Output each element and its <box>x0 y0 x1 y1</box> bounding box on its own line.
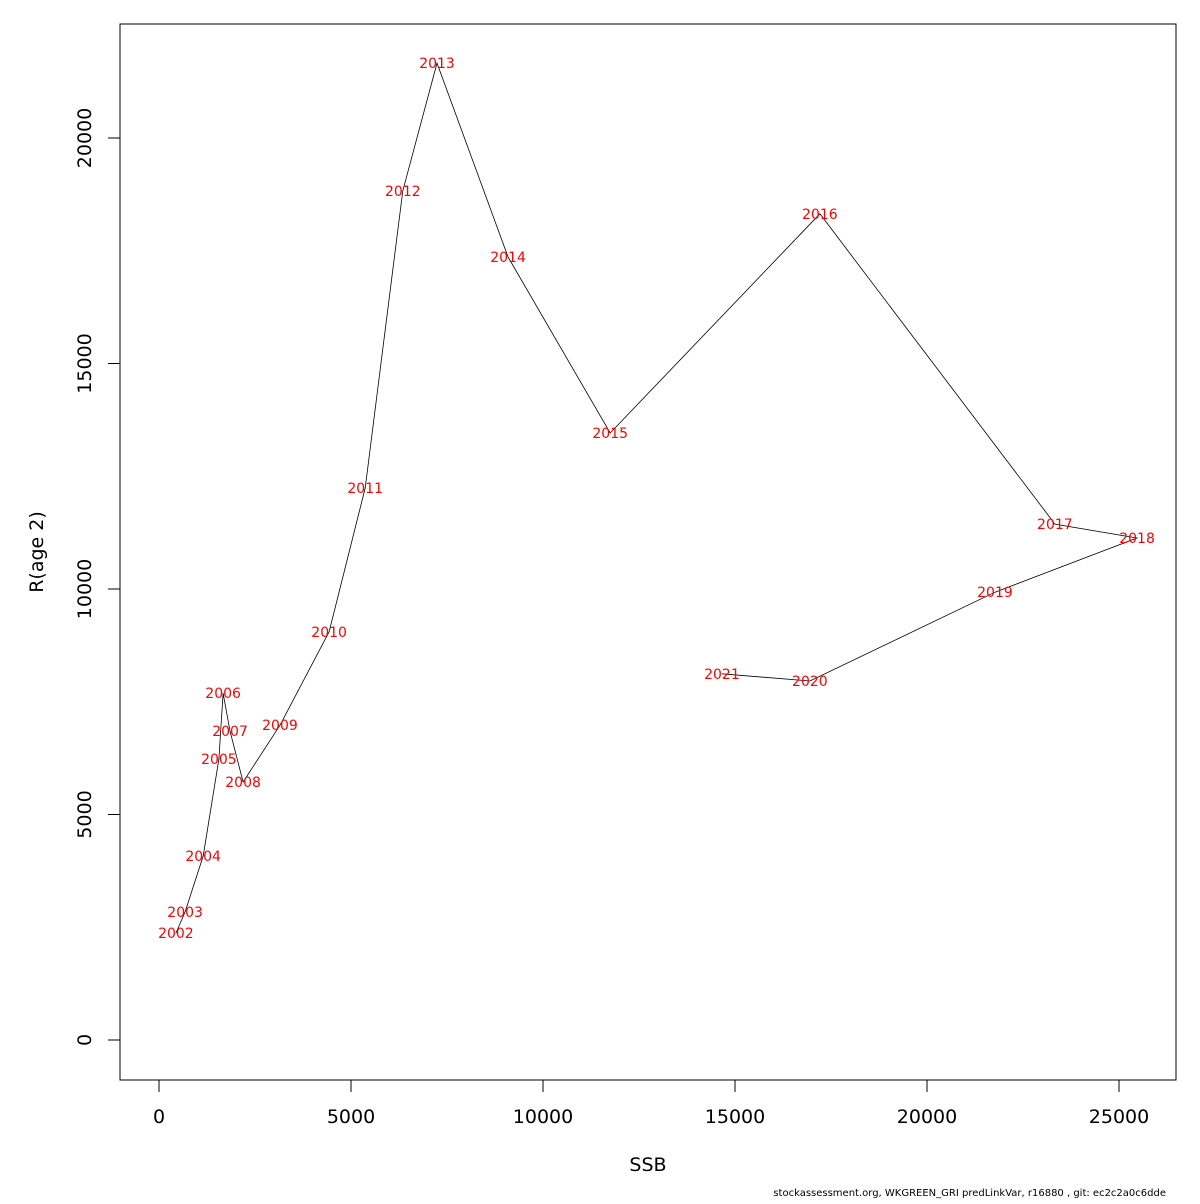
point-label-2013: 2013 <box>419 56 455 72</box>
y-tick-label: 5000 <box>74 790 96 838</box>
plot-frame <box>119 23 1177 1081</box>
y-tick-label: 20000 <box>74 108 96 168</box>
point-label-2006: 2006 <box>205 686 241 702</box>
x-tick-label: 0 <box>153 1106 165 1128</box>
point-label-2005: 2005 <box>201 752 237 768</box>
point-label-2009: 2009 <box>262 718 298 734</box>
x-tick-label: 20000 <box>897 1106 957 1128</box>
point-label-2021: 2021 <box>704 667 740 683</box>
y-axis-label: R(age 2) <box>26 511 48 593</box>
point-label-2017: 2017 <box>1037 517 1073 533</box>
point-label-2011: 2011 <box>347 481 383 497</box>
point-label-2018: 2018 <box>1119 531 1155 547</box>
x-tick-label: 25000 <box>1089 1106 1149 1128</box>
point-label-2007: 2007 <box>212 724 248 740</box>
point-label-2014: 2014 <box>490 250 526 266</box>
point-label-2002: 2002 <box>158 926 194 942</box>
point-label-2008: 2008 <box>225 775 261 791</box>
point-label-2020: 2020 <box>792 674 828 690</box>
point-label-2012: 2012 <box>385 184 421 200</box>
footer-note: stockassessment.org, WKGREEN_GRI predLin… <box>773 1188 1166 1199</box>
x-tick-label: 15000 <box>705 1106 765 1128</box>
point-label-2004: 2004 <box>185 849 221 865</box>
x-axis-label: SSB <box>629 1154 666 1176</box>
series-line <box>175 61 1139 934</box>
point-label-2010: 2010 <box>311 625 347 641</box>
point-label-2016: 2016 <box>802 207 838 223</box>
x-tick-label: 10000 <box>513 1106 573 1128</box>
y-tick-label: 15000 <box>74 333 96 393</box>
y-tick-label: 10000 <box>74 559 96 619</box>
point-label-2003: 2003 <box>167 905 203 921</box>
x-tick-label: 5000 <box>327 1106 375 1128</box>
point-label-2015: 2015 <box>592 426 628 442</box>
point-label-2019: 2019 <box>977 585 1013 601</box>
y-tick-label: 0 <box>74 1034 96 1046</box>
